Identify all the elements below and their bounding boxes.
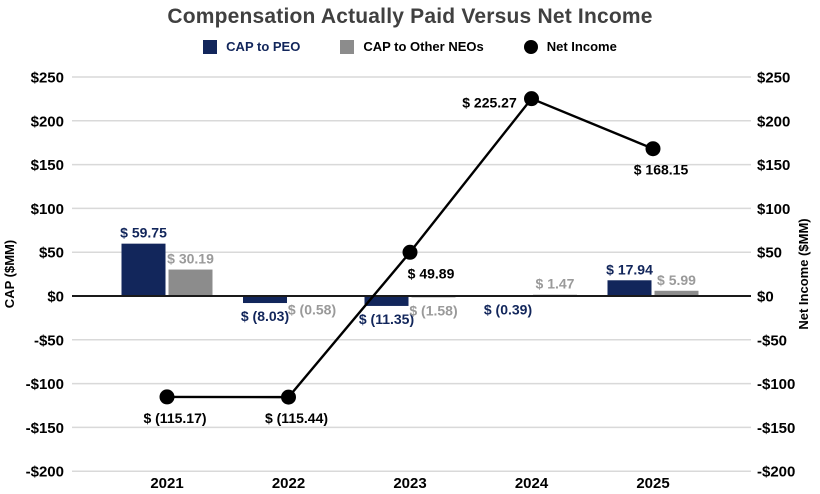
y-axis-title-right: Net Income ($MM) bbox=[796, 218, 811, 329]
y-tick-left--$100: -$100 bbox=[26, 376, 64, 393]
y-tick-right-$100: $100 bbox=[757, 201, 790, 218]
x-axis-label-2024: 2024 bbox=[515, 475, 549, 492]
bar-label-cap-to-peo-2021: $ 59.75 bbox=[120, 225, 167, 241]
net-income-label-2024: $ 225.27 bbox=[462, 95, 517, 111]
bar-label-cap-to-other-neos-2024: $ 1.47 bbox=[536, 276, 575, 292]
y-axis-title-left: CAP ($MM) bbox=[2, 240, 17, 308]
legend: CAP to PEO CAP to Other NEOs Net Income bbox=[0, 39, 820, 54]
bar-cap-to-peo-2021 bbox=[121, 243, 166, 296]
y-tick-right-$0: $0 bbox=[757, 289, 774, 306]
net-income-label-2021: $ (115.17) bbox=[143, 410, 206, 426]
bar-cap-to-peo-2023 bbox=[364, 296, 409, 306]
x-axis-label-2021: 2021 bbox=[150, 475, 183, 492]
bar-label-cap-to-peo-2023: $ (11.35) bbox=[359, 311, 414, 327]
legend-item-cap-to-other-neos: CAP to Other NEOs bbox=[340, 39, 484, 54]
y-tick-right--$150: -$150 bbox=[757, 420, 795, 437]
y-tick-left-$150: $150 bbox=[31, 157, 64, 174]
y-tick-left-$200: $200 bbox=[31, 113, 64, 130]
legend-item-cap-to-peo: CAP to PEO bbox=[203, 39, 300, 54]
bar-cap-to-other-neos-2025 bbox=[654, 290, 699, 296]
legend-swatch-net-income bbox=[523, 39, 538, 54]
bar-cap-to-peo-2025 bbox=[607, 280, 652, 296]
legend-swatch-cap-to-peo bbox=[203, 39, 218, 54]
y-tick-right-$250: $250 bbox=[757, 70, 790, 87]
net-income-point-2025 bbox=[645, 141, 661, 157]
bar-label-cap-to-peo-2024: $ (0.39) bbox=[484, 301, 532, 317]
net-income-point-2021 bbox=[159, 389, 175, 405]
y-tick-left-$50: $50 bbox=[39, 245, 64, 262]
legend-item-net-income: Net Income bbox=[523, 39, 617, 54]
bar-label-cap-to-other-neos-2022: $ (0.58) bbox=[288, 302, 336, 318]
x-axis-label-2023: 2023 bbox=[393, 475, 426, 492]
net-income-point-2024 bbox=[524, 91, 539, 107]
y-tick-left--$50: -$50 bbox=[34, 332, 64, 349]
net-income-label-2022: $ (115.44) bbox=[265, 410, 328, 426]
net-income-label-2023: $ 49.89 bbox=[408, 265, 455, 281]
net-income-label-2025: $ 168.15 bbox=[634, 162, 689, 178]
y-tick-right--$200: -$200 bbox=[757, 464, 795, 481]
legend-label-cap-to-peo: CAP to PEO bbox=[226, 39, 301, 54]
net-income-point-2022 bbox=[281, 389, 296, 405]
y-tick-left-$0: $0 bbox=[47, 289, 64, 306]
y-tick-right--$100: -$100 bbox=[757, 376, 795, 393]
bar-label-cap-to-other-neos-2023: $ (1.58) bbox=[409, 302, 457, 318]
net-income-point-2023 bbox=[402, 244, 418, 260]
bar-label-cap-to-other-neos-2025: $ 5.99 bbox=[657, 272, 696, 288]
bar-label-cap-to-peo-2025: $ 17.94 bbox=[606, 261, 653, 277]
y-tick-left-$250: $250 bbox=[31, 70, 64, 87]
bar-label-cap-to-peo-2022: $ (8.03) bbox=[241, 308, 289, 324]
y-tick-left-$100: $100 bbox=[31, 201, 64, 218]
x-axis-label-2025: 2025 bbox=[636, 475, 669, 492]
bar-label-cap-to-other-neos-2021: $ 30.19 bbox=[167, 251, 214, 267]
chart-title: Compensation Actually Paid Versus Net In… bbox=[167, 5, 653, 28]
y-tick-left--$150: -$150 bbox=[26, 420, 64, 437]
bar-cap-to-peo-2022 bbox=[243, 296, 287, 304]
y-tick-right--$50: -$50 bbox=[757, 332, 787, 349]
y-tick-left--$200: -$200 bbox=[26, 464, 64, 481]
bar-cap-to-other-neos-2021 bbox=[168, 269, 213, 296]
x-axis-label-2022: 2022 bbox=[272, 475, 305, 492]
y-tick-right-$200: $200 bbox=[757, 113, 790, 130]
legend-label-cap-to-other-neos: CAP to Other NEOs bbox=[363, 39, 484, 54]
y-tick-right-$150: $150 bbox=[757, 157, 790, 174]
y-tick-right-$50: $50 bbox=[757, 245, 782, 262]
legend-label-net-income: Net Income bbox=[546, 39, 617, 54]
legend-swatch-cap-to-other-neos bbox=[340, 39, 355, 54]
